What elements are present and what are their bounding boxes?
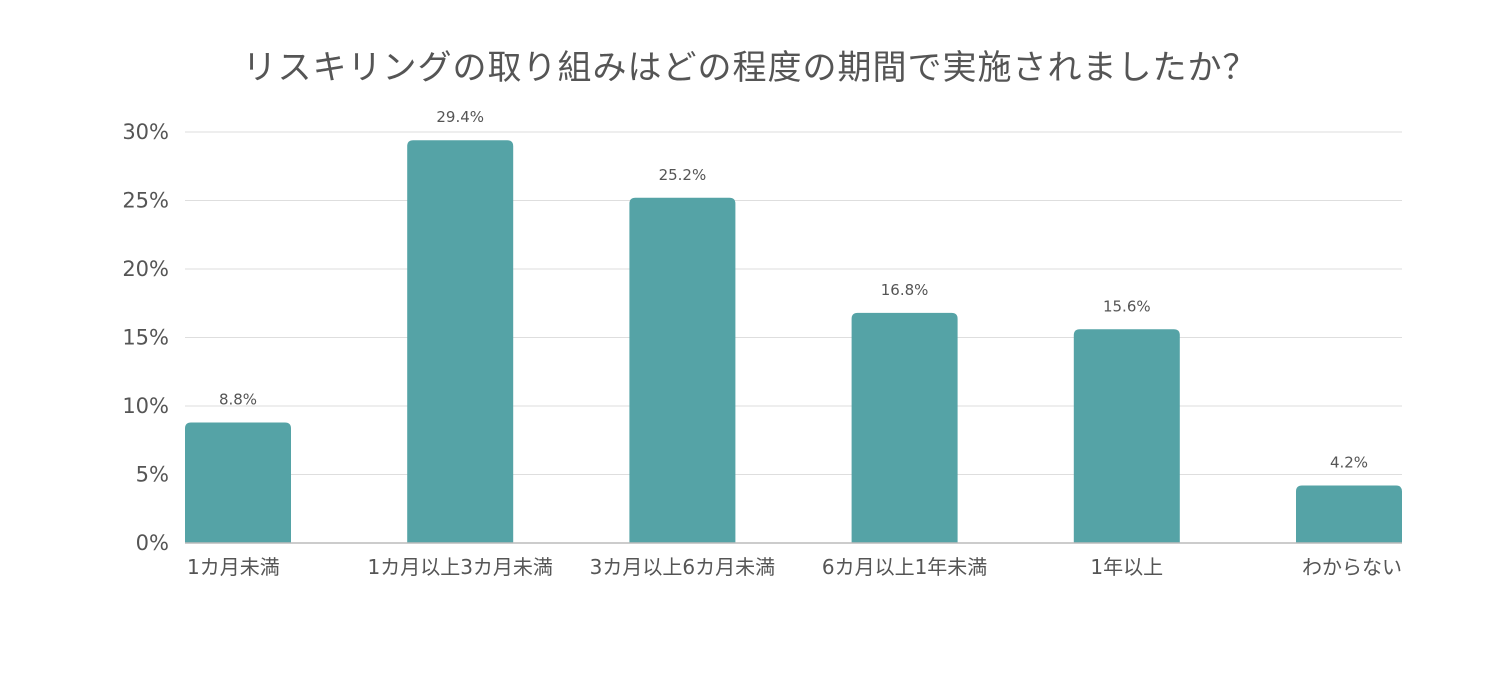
y-tick-label: 25% [122,189,169,213]
y-tick-label: 15% [122,326,169,350]
data-label: 29.4% [436,108,484,126]
y-tick-label: 5% [136,463,169,487]
x-tick-label: わからない [1302,555,1402,579]
x-tick-label: 3カ月以上6カ月未満 [590,555,775,579]
bars [185,140,1402,543]
data-label: 15.6% [1103,297,1151,315]
x-axis-ticks: 1カ月未満 1カ月以上3カ月未満 3カ月以上6カ月未満 6カ月以上1年未満 1年以上 わか… [187,555,1402,579]
x-tick-label: 6カ月以上1年未満 [822,555,987,579]
x-tick-label: 1カ月以上3カ月未満 [367,555,552,579]
data-label: 4.2% [1330,453,1368,471]
data-label: 25.2% [659,166,707,184]
bar [185,422,291,543]
bar [1073,329,1180,543]
chart-title: リスキリングの取り組みはどの程度の期間で実施されましたか？ [242,48,1258,88]
x-tick-label: 1年以上 [1090,555,1163,579]
gridlines [185,131,1402,475]
data-label: 16.8% [881,281,929,299]
y-tick-label: 0% [136,531,169,555]
x-tick-label: 1カ月未満 [187,555,280,579]
data-labels: 8.8% 29.4% 25.2% 16.8% 15.6% 4.2% [219,108,1368,471]
bar [851,312,958,543]
data-label: 8.8% [219,390,257,408]
bar [629,197,736,543]
y-tick-label: 10% [122,394,169,418]
y-tick-label: 30% [122,120,169,144]
bar [407,140,514,543]
y-axis-ticks: 0% 5% 10% 15% 20% 25% 30% [122,120,169,555]
bar [1296,485,1402,543]
y-tick-label: 20% [122,257,169,281]
